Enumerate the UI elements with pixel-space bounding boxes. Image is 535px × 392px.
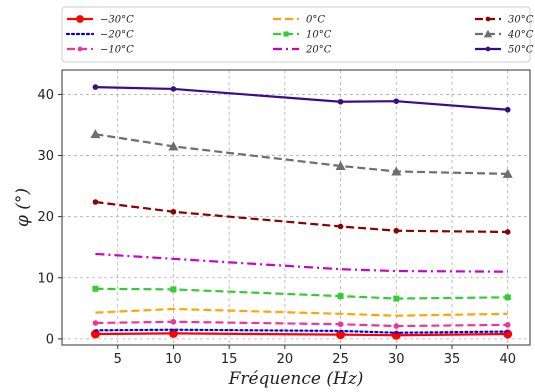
- legend-frame: [61, 6, 531, 63]
- data-point: [335, 160, 346, 170]
- legend-label: 20°C: [305, 45, 332, 56]
- legend-item: 10°C: [273, 30, 332, 41]
- series-line: [95, 133, 508, 175]
- series: [90, 129, 513, 178]
- series: [92, 84, 511, 113]
- y-axis-label: φ (°): [13, 188, 33, 227]
- legend-label: −10°C: [100, 45, 134, 56]
- legend-item: 0°C: [273, 15, 325, 26]
- series: [90, 328, 513, 340]
- data-point: [337, 98, 344, 105]
- data-point: [504, 106, 511, 113]
- x-tick-label: 35: [444, 352, 461, 367]
- data-point: [391, 166, 402, 176]
- x-axis-label: Fréquence (Hz): [228, 369, 364, 389]
- legend-item: 20°C: [273, 45, 332, 56]
- legend: −30°C −20°C −10°C 0°C 10°C 20°C 30°C 40°C 50°C: [61, 6, 534, 63]
- legend-item: 50°C: [475, 45, 534, 56]
- data-point: [170, 208, 177, 215]
- data-point: [391, 330, 401, 340]
- legend-item: 40°C: [475, 30, 534, 41]
- data-point: [504, 229, 511, 235]
- legend-item: −10°C: [67, 45, 134, 56]
- series: [92, 318, 511, 329]
- x-tick-label: 25: [332, 352, 349, 367]
- series-line: [95, 86, 508, 111]
- data-point: [90, 329, 100, 339]
- y-tick-label: 0: [46, 332, 54, 347]
- x-tick-label: 15: [221, 352, 238, 367]
- series: [94, 328, 509, 334]
- data-point: [170, 286, 177, 293]
- y-tick-label: 40: [37, 88, 54, 103]
- data-point: [170, 318, 177, 325]
- legend-label: 30°C: [508, 15, 534, 26]
- ticks: 5 10 15 20 25 30 35 40 0 10 20 30 40: [37, 88, 516, 367]
- legend-label: 0°C: [306, 15, 325, 26]
- series-line: [95, 287, 508, 300]
- series-line: [95, 252, 508, 273]
- legend-label: 10°C: [306, 30, 332, 41]
- legend-label: −20°C: [100, 30, 134, 41]
- series-layer: [90, 84, 513, 340]
- x-tick-label: 10: [165, 352, 182, 367]
- data-point: [170, 86, 177, 92]
- data-point: [504, 294, 511, 301]
- legend-item: 30°C: [475, 15, 534, 26]
- series: [92, 199, 511, 235]
- series-line: [95, 332, 508, 337]
- data-point: [90, 129, 101, 139]
- series-line: [95, 200, 508, 234]
- series-line: [94, 328, 509, 334]
- data-point: [168, 141, 179, 151]
- plot-frame: [61, 69, 531, 346]
- data-point: [393, 323, 400, 329]
- data-point: [168, 328, 178, 338]
- x-tick-label: 30: [388, 352, 405, 367]
- legend-item: −30°C: [67, 15, 134, 26]
- series-line: [95, 307, 508, 317]
- data-point: [77, 46, 83, 52]
- x-tick-label: 40: [499, 352, 516, 367]
- series: [95, 252, 508, 273]
- series: [92, 285, 511, 302]
- data-point: [485, 46, 491, 52]
- data-point: [393, 98, 400, 104]
- x-tick-label: 5: [114, 352, 122, 367]
- series: [95, 307, 508, 317]
- data-point: [337, 223, 344, 230]
- legend-label: −30°C: [100, 15, 134, 26]
- data-point: [336, 330, 346, 340]
- data-point: [337, 321, 344, 328]
- data-point: [283, 31, 289, 37]
- data-point: [393, 227, 400, 234]
- data-point: [92, 199, 99, 205]
- x-tick-label: 20: [277, 352, 294, 367]
- y-tick-label: 10: [37, 271, 54, 286]
- series-line: [95, 320, 508, 328]
- data-point: [502, 168, 513, 178]
- data-point: [504, 322, 511, 328]
- data-point: [92, 285, 99, 292]
- data-point: [485, 16, 491, 22]
- data-point: [393, 295, 400, 302]
- y-tick-label: 20: [37, 210, 54, 225]
- y-tick-label: 30: [37, 149, 54, 164]
- data-point: [92, 84, 99, 90]
- data-point: [337, 293, 344, 300]
- legend-label: 40°C: [507, 30, 534, 41]
- data-point: [76, 15, 84, 23]
- legend-item: −20°C: [65, 30, 134, 41]
- data-point: [92, 320, 99, 326]
- data-point: [483, 29, 493, 38]
- legend-label: 50°C: [508, 45, 534, 56]
